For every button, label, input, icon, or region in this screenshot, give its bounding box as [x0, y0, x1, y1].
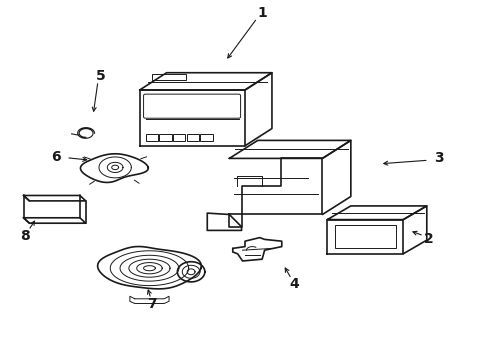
Bar — [173, 134, 185, 141]
Bar — [187, 134, 199, 141]
Text: 1: 1 — [257, 6, 267, 19]
Bar — [152, 75, 186, 81]
Text: 3: 3 — [434, 152, 443, 165]
Text: 6: 6 — [51, 150, 61, 163]
Bar — [159, 134, 171, 141]
Bar — [146, 134, 158, 141]
Text: 5: 5 — [96, 69, 105, 82]
Text: 7: 7 — [147, 297, 157, 311]
Text: 2: 2 — [424, 233, 434, 246]
Text: 8: 8 — [20, 229, 29, 243]
Text: 4: 4 — [289, 278, 299, 291]
Bar — [335, 225, 396, 248]
Bar — [200, 134, 213, 141]
